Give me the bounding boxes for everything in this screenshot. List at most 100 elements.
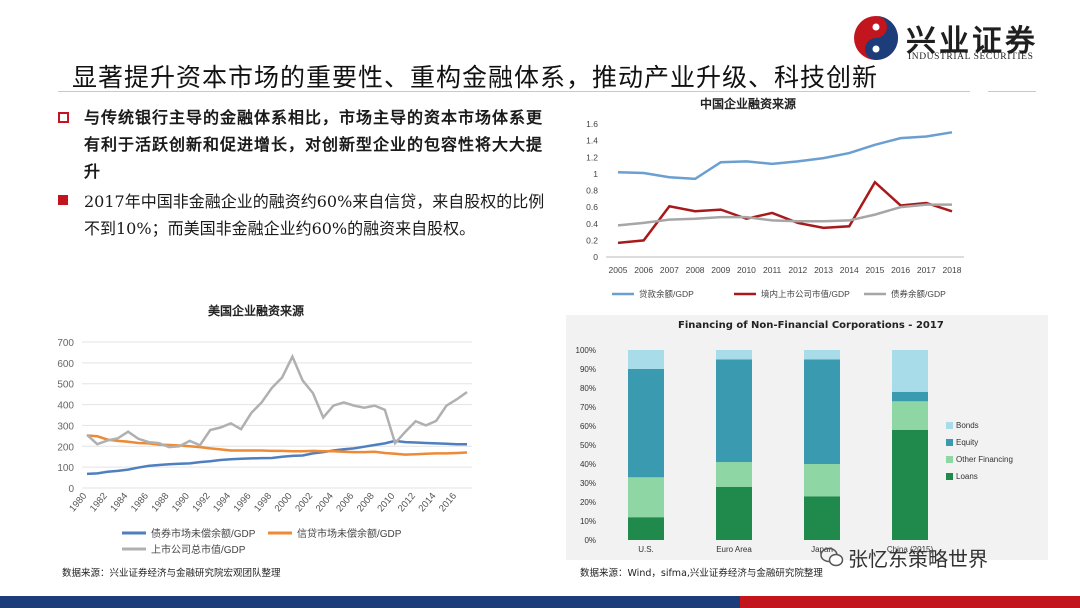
y-tick-label: 90% [580, 365, 596, 374]
x-tick-label: 2000 [273, 491, 295, 514]
y-tick-label: 0 [593, 252, 598, 262]
y-tick-label: 30% [580, 479, 596, 488]
bar-segment-China (2015)-Bonds [892, 350, 928, 392]
x-tick-label: 2013 [814, 265, 833, 275]
y-tick-label: 80% [580, 384, 596, 393]
y-tick-label: 70% [580, 403, 596, 412]
x-tick-label: 1996 [232, 491, 254, 514]
data-source-right: 数据来源：Wind，sifma,兴业证券经济与金融研究院整理 [580, 568, 823, 579]
x-tick-label: 2015 [865, 265, 884, 275]
china-financing-line-chart: 0 0.2 0.4 0.6 0.8 1 1.2 1.4 1.6 2005 2006 2007 2008 2… [586, 119, 964, 299]
x-tick-label: 2007 [660, 265, 679, 275]
series-line-0 [86, 439, 467, 476]
china-chart-title: 中国企业融资来源 [700, 97, 797, 111]
x-tick-label: 1988 [149, 491, 171, 514]
bar-segment-Japan-Bonds [804, 350, 840, 360]
x-tick-label: 2005 [609, 265, 628, 275]
x-tick-label: 2010 [737, 265, 756, 275]
logo-text-cn: 兴业证券 [906, 24, 1038, 59]
legend-label-Loans: Loans [956, 472, 978, 481]
x-tick-label: 2004 [314, 491, 336, 514]
legend-swatch-Other Financing [946, 456, 953, 463]
y-tick-label: 20% [580, 498, 596, 507]
y-tick-label: 1.6 [586, 119, 598, 129]
title-divider [58, 91, 970, 92]
bar-segment-Euro Area-Other Financing [716, 462, 752, 487]
x-tick-label: 2009 [711, 265, 730, 275]
watermark-text: 张忆东策略世界 [848, 547, 988, 571]
y-tick-label: 600 [57, 359, 74, 370]
x-tick-label: 2002 [293, 491, 315, 514]
legend-label-2: 债券余额/GDP [891, 289, 946, 299]
legend-swatch-Equity [946, 439, 953, 446]
bullet-point-1: 与传统银行主导的金融体系相比，市场主导的资本市场体系更有利于活跃创新和促进增长，… [58, 104, 558, 185]
legend-label-1: 境内上市公司市值/GDP [761, 289, 850, 299]
legend-swatch-Bonds [946, 422, 953, 429]
y-tick-label: 1.2 [586, 152, 598, 162]
x-tick-label: 1982 [88, 491, 110, 514]
y-tick-label: 200 [57, 442, 74, 453]
bullet-point-2: 2017年中国非金融企业的融资约60%来自信贷，来自股权的比例不到10%；而美国… [58, 188, 558, 242]
x-tick-label: China (2015) [887, 545, 934, 554]
logo-mark-icon [854, 16, 898, 60]
solid-square-bullet-icon [58, 195, 68, 205]
y-tick-label: 500 [57, 380, 74, 391]
y-tick-label: 100 [57, 463, 74, 474]
title-divider-right [988, 91, 1036, 92]
x-tick-label: 2008 [686, 265, 705, 275]
x-tick-label: 2011 [763, 265, 782, 275]
y-tick-label: 100% [576, 346, 596, 355]
x-tick-label: 2006 [634, 265, 653, 275]
bar-segment-U.S.-Equity [628, 369, 664, 478]
bar-segment-U.S.-Other Financing [628, 477, 664, 518]
y-tick-label: 0.8 [586, 186, 598, 196]
legend-label-Other Financing: Other Financing [956, 455, 1013, 464]
bar-segment-Euro Area-Bonds [716, 350, 752, 360]
y-tick-label: 0% [584, 536, 596, 545]
y-tick-label: 1 [593, 169, 598, 179]
data-source-left: 数据来源：兴业证券经济与金融研究院宏观团队整理 [62, 568, 281, 579]
series-line-2 [617, 203, 952, 227]
y-tick-label: 0.6 [586, 202, 598, 212]
bullet-text-2: 2017年中国非金融企业的融资约60%来自信贷，来自股权的比例不到10%；而美国… [84, 192, 545, 238]
x-tick-label: 2010 [375, 491, 397, 514]
legend-label-Equity: Equity [956, 438, 978, 447]
x-tick-label: 2016 [437, 491, 459, 514]
x-tick-label: 2008 [355, 491, 377, 514]
y-tick-label: 50% [580, 441, 596, 450]
x-tick-label: 2016 [891, 265, 910, 275]
legend-label-0: 债券市场未偿余额/GDP [151, 527, 256, 540]
bar-segment-Japan-Other Financing [804, 464, 840, 497]
company-logo: 兴业证券 INDUSTRIAL SECURITIES [852, 14, 1067, 66]
logo-text-en: INDUSTRIAL SECURITIES [908, 52, 1034, 62]
wechat-icon [820, 547, 844, 567]
x-tick-label: 2012 [788, 265, 807, 275]
x-tick-label: 1990 [170, 491, 192, 514]
bar-segment-Euro Area-Equity [716, 359, 752, 463]
page-title: 显著提升资本市场的重要性、重构金融体系，推动产业升级、科技创新 [72, 63, 879, 92]
y-tick-label: 0 [68, 484, 74, 495]
y-tick-label: 400 [57, 401, 74, 412]
series-line-1 [86, 434, 468, 456]
x-tick-label: 1998 [252, 491, 274, 514]
y-tick-label: 700 [57, 338, 74, 349]
y-tick-label: 300 [57, 421, 74, 432]
x-tick-label: 1992 [191, 491, 213, 514]
legend-label-1: 信贷市场未偿余额/GDP [297, 527, 402, 540]
x-tick-label: 2018 [943, 265, 962, 275]
y-tick-label: 40% [580, 460, 596, 469]
y-tick-label: 10% [580, 517, 596, 526]
series-line-0 [617, 131, 953, 181]
bar-segment-Japan-Equity [804, 359, 840, 464]
x-tick-label: 1994 [211, 491, 233, 514]
nfc-stacked-bar-chart: 0% 10% 20% 30% 40% 50% 60% 70% 80% 90% 100% U.S. Eur… [576, 346, 1013, 554]
y-tick-label: 0.4 [586, 219, 598, 229]
us-financing-line-chart: 0100200300400500600700198019821984198619… [57, 338, 472, 556]
bar-segment-China (2015)-Other Financing [892, 401, 928, 430]
us-chart-title: 美国企业融资来源 [208, 304, 305, 318]
x-tick-label: 1984 [108, 491, 130, 514]
legend-label-Bonds: Bonds [956, 421, 979, 430]
bar-segment-China (2015)-Loans [892, 429, 928, 540]
y-tick-label: 1.4 [586, 136, 598, 146]
x-tick-label: U.S. [638, 545, 654, 554]
